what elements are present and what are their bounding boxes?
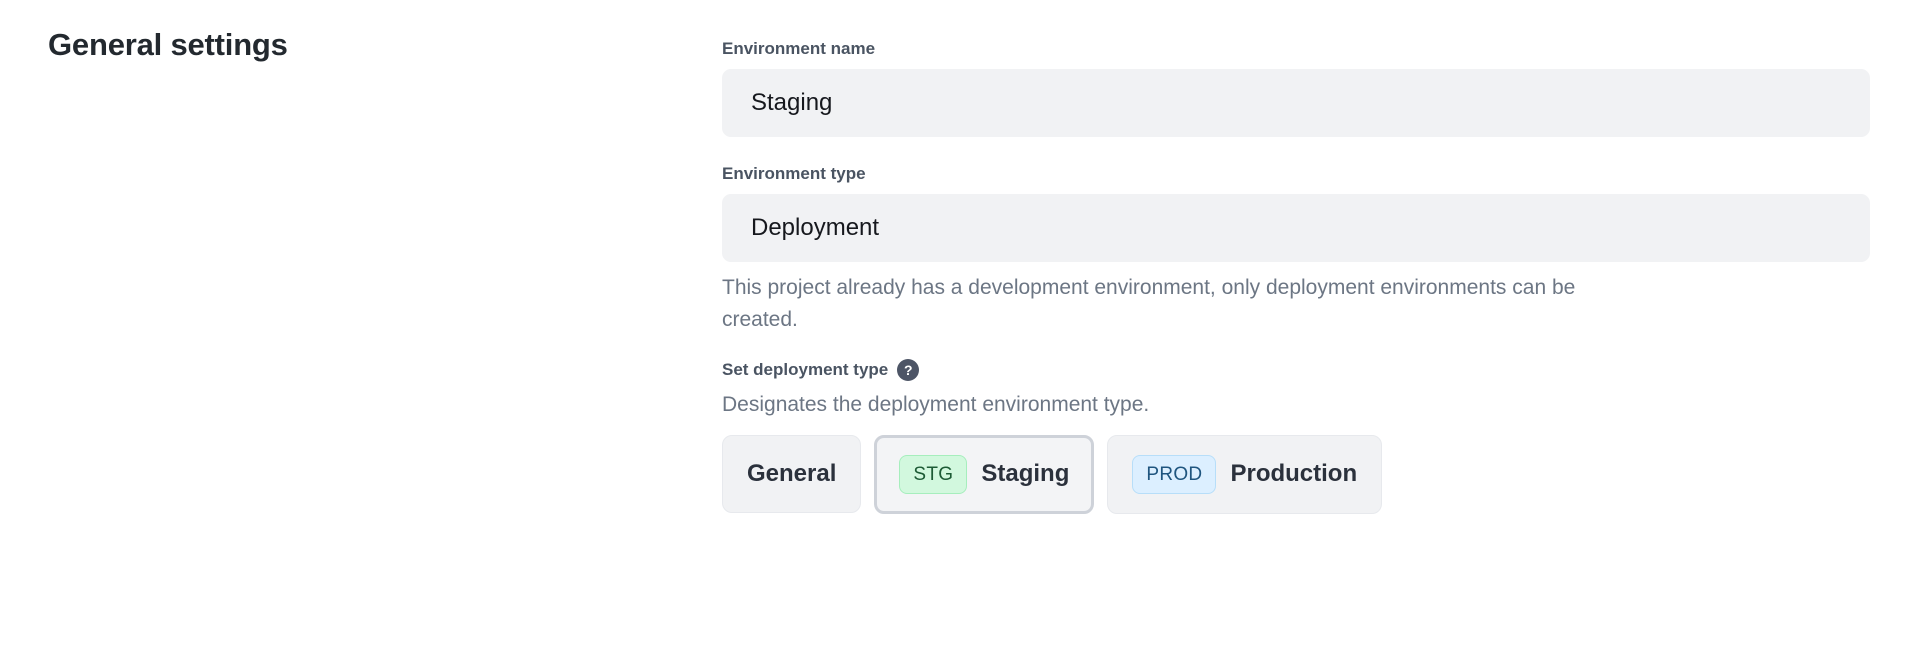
page-title: General settings — [48, 27, 288, 62]
settings-form: Environment name Environment type This p… — [722, 38, 1870, 514]
section-heading-column: General settings — [48, 26, 668, 63]
deployment-type-field-group: Set deployment type ? Designates the dep… — [722, 359, 1870, 514]
deployment-type-option-general-label: General — [747, 460, 837, 488]
deployment-type-description: Designates the deployment environment ty… — [722, 393, 1150, 417]
deployment-type-option-production-label: Production — [1230, 460, 1358, 488]
deployment-type-option-staging[interactable]: STG Staging — [874, 434, 1095, 514]
environment-type-helper-text: This project already has a development e… — [722, 275, 1576, 332]
prod-badge: PROD — [1132, 454, 1217, 494]
environment-name-field-group: Environment name — [722, 38, 1870, 137]
environment-type-input[interactable] — [722, 193, 1870, 262]
deployment-type-label: Set deployment type — [722, 359, 889, 379]
deployment-type-label-row: Set deployment type ? — [722, 359, 1870, 382]
deployment-type-option-general[interactable]: General — [722, 435, 862, 514]
environment-type-label: Environment type — [722, 163, 866, 183]
stg-badge: STG — [899, 454, 968, 494]
deployment-type-option-staging-label: Staging — [981, 460, 1070, 488]
environment-type-field-group: Environment type This project already ha… — [722, 163, 1870, 337]
environment-name-input[interactable] — [722, 68, 1870, 137]
deployment-type-button-group: General STG Staging PROD Production — [722, 434, 1870, 514]
help-circle-icon[interactable]: ? — [897, 359, 920, 382]
deployment-type-option-production[interactable]: PROD Production — [1107, 434, 1383, 514]
environment-name-label: Environment name — [722, 39, 876, 58]
